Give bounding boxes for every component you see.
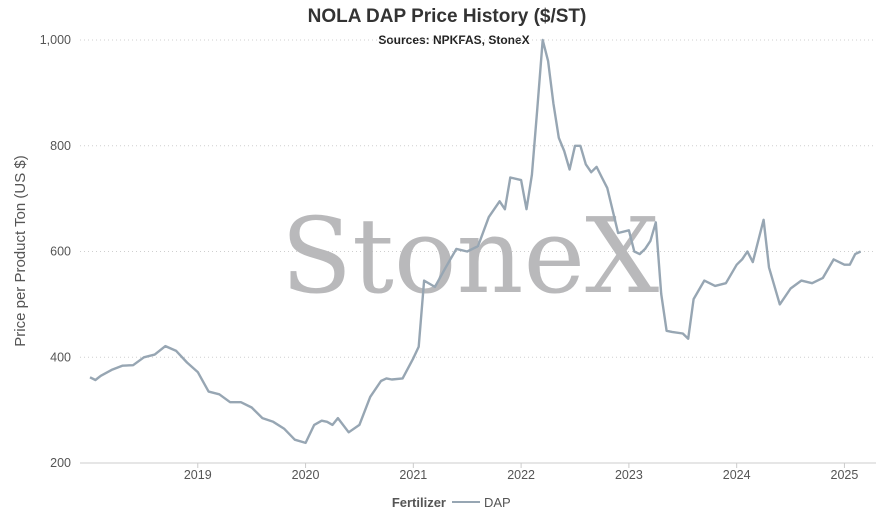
x-tick-label: 2022 <box>507 468 535 482</box>
legend-title: Fertilizer <box>392 495 446 510</box>
legend[interactable]: Fertilizer DAP <box>392 495 511 510</box>
x-tick-label: 2024 <box>723 468 751 482</box>
x-tick-label: 2019 <box>184 468 212 482</box>
series-line-dap[interactable] <box>89 38 862 445</box>
y-tick-label: 200 <box>50 456 71 470</box>
y-axis-label: Price per Product Ton (US $) <box>12 155 29 346</box>
x-tick-label: 2023 <box>615 468 643 482</box>
y-tick-label: 400 <box>50 350 71 364</box>
series-layer <box>89 38 862 445</box>
x-tick-label: 2021 <box>399 468 427 482</box>
chart-title: NOLA DAP Price History ($/ST) <box>308 6 587 27</box>
x-axis-ticks: 2019 2020 2021 2022 2023 2024 2025 <box>184 463 859 482</box>
legend-item-dap[interactable]: DAP <box>484 495 511 510</box>
x-tick-label: 2020 <box>292 468 320 482</box>
gridlines <box>80 39 876 358</box>
x-tick-label: 2025 <box>831 468 859 482</box>
y-tick-label: 600 <box>50 245 71 259</box>
y-axis-ticks: 200 400 600 800 1,000 <box>40 33 71 470</box>
y-tick-label: 1,000 <box>40 33 71 47</box>
chart-subtitle: Sources: NPKFAS, StoneX <box>378 33 529 47</box>
watermark-logo: StoneX <box>281 195 659 317</box>
y-tick-label: 800 <box>50 139 71 153</box>
